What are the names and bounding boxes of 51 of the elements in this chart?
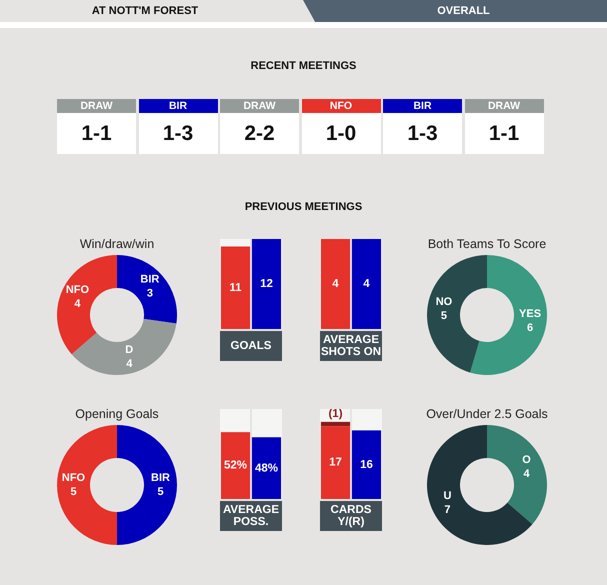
data-label: 4: [74, 298, 82, 310]
category-label: NFO: [302, 99, 380, 113]
x-axis-title: CARDS Y/(R): [320, 501, 382, 531]
data-label: 12: [260, 278, 273, 290]
data-label: 5: [70, 486, 77, 498]
text: OVERALL: [436, 5, 491, 17]
data-label: 11: [229, 282, 242, 294]
slice-label: D: [125, 344, 134, 356]
chart-title: Both Teams To Score: [426, 237, 548, 251]
data-label: 5: [440, 310, 448, 322]
x-axis-title: AVERAGE SHOTS ON: [320, 331, 382, 361]
category-label: DRAW: [220, 99, 299, 113]
text: PREVIOUS MEETINGS: [244, 201, 364, 213]
slice-label: YES: [519, 308, 542, 320]
data-label: (1): [328, 408, 343, 420]
slice-label: U: [443, 490, 452, 502]
category-label: BIR: [383, 99, 462, 113]
slice-label: O: [522, 454, 532, 466]
chart-title: Over/Under 2.5 Goals: [425, 407, 549, 421]
category-label: DRAW: [57, 99, 136, 113]
text: 1-3: [407, 122, 438, 145]
data-label: 4: [332, 278, 340, 290]
slice-label: NO: [436, 296, 453, 308]
chart-title: Opening Goals: [74, 407, 160, 421]
text: 1-0: [326, 122, 356, 145]
category-label: DRAW: [464, 99, 544, 113]
x-axis-title: AVERAGE POSS.: [220, 501, 282, 531]
data-label: 5: [157, 486, 164, 498]
data-label: 6: [526, 322, 534, 334]
slice-label: NFO: [62, 472, 86, 484]
chart-title: Win/draw/win: [78, 237, 156, 251]
category-label: BIR: [138, 99, 218, 113]
data-label: 4: [363, 278, 370, 290]
x-axis-title: GOALS: [220, 331, 282, 361]
data-label: 4: [524, 468, 531, 480]
data-label: 52%: [224, 460, 248, 472]
text: 1-3: [162, 122, 194, 145]
data-label: 16: [360, 458, 373, 471]
text: 1-1: [488, 122, 520, 145]
text: AT NOTT'M FOREST: [90, 5, 200, 17]
data-label: 17: [329, 456, 342, 469]
slice-label: BIR: [151, 472, 170, 484]
text: 1-1: [81, 122, 112, 145]
text: RECENT MEETINGS: [250, 60, 358, 72]
text: 2-2: [244, 122, 275, 145]
slice-label: NFO: [66, 284, 90, 296]
data-label: 7: [444, 504, 450, 516]
data-label: 48%: [254, 462, 278, 474]
data-label: 4: [126, 358, 134, 370]
data-label: 3: [146, 288, 153, 300]
slice-label: BIR: [140, 274, 160, 286]
